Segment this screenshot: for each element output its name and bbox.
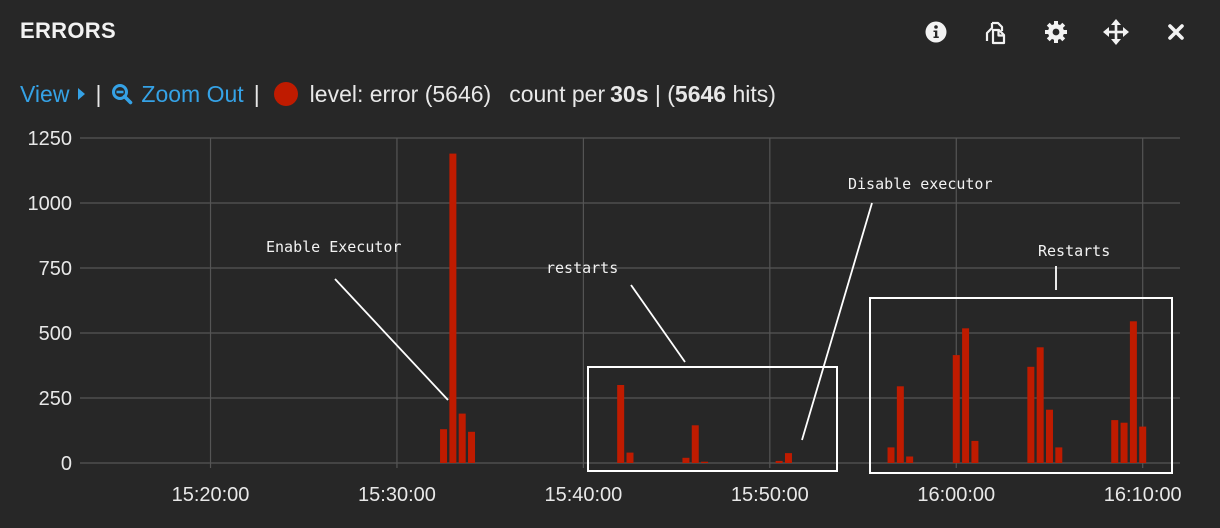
bar[interactable] bbox=[784, 453, 792, 463]
bar[interactable] bbox=[906, 456, 914, 464]
bar[interactable] bbox=[440, 429, 448, 463]
bar[interactable] bbox=[775, 460, 783, 463]
legend-label[interactable]: level: error (5646) bbox=[309, 80, 492, 107]
bar[interactable] bbox=[1055, 447, 1063, 463]
annotation-box bbox=[869, 297, 1173, 474]
x-tick-label: 15:30:00 bbox=[358, 484, 436, 506]
bar[interactable] bbox=[691, 425, 699, 463]
toolbar-separator: | bbox=[95, 80, 102, 107]
annotation-line bbox=[630, 284, 686, 363]
zoom-out-icon bbox=[112, 84, 133, 105]
bar[interactable] bbox=[617, 385, 625, 463]
annotation-label: Disable executor bbox=[848, 175, 993, 193]
x-axis-ticks: 15:20:00 15:30:00 15:40:00 15:50:00 16:00:00… bbox=[172, 484, 1182, 506]
x-tick-label: 15:40:00 bbox=[544, 484, 622, 506]
annotation-label: Enable Executor bbox=[266, 238, 401, 256]
move-icon[interactable] bbox=[1086, 16, 1146, 48]
bar[interactable] bbox=[896, 386, 904, 463]
panel-icon-bar bbox=[906, 16, 1206, 48]
caret-right-icon bbox=[78, 88, 86, 100]
bar[interactable] bbox=[1036, 347, 1044, 463]
bars[interactable] bbox=[440, 153, 1147, 464]
bar[interactable] bbox=[952, 355, 960, 463]
grid-lines bbox=[80, 137, 1180, 468]
annotation-box bbox=[587, 366, 838, 472]
bar[interactable] bbox=[887, 447, 895, 463]
panel-title: ERRORS bbox=[20, 18, 116, 43]
hits-open: | ( bbox=[648, 80, 675, 107]
y-axis-ticks: 0 250 500 750 1000 1250 bbox=[28, 128, 73, 475]
x-tick-label: 16:00:00 bbox=[917, 484, 995, 506]
bar[interactable] bbox=[1129, 321, 1137, 463]
x-tick-label: 15:20:00 bbox=[172, 484, 250, 506]
view-label: View bbox=[20, 80, 70, 107]
x-tick-label: 15:50:00 bbox=[731, 484, 809, 506]
bar[interactable] bbox=[468, 431, 476, 463]
zoom-out-label: Zoom Out bbox=[141, 80, 244, 107]
y-tick-label: 750 bbox=[39, 258, 72, 280]
bar[interactable] bbox=[962, 328, 970, 463]
bar[interactable] bbox=[1139, 426, 1147, 463]
bar[interactable] bbox=[1120, 422, 1128, 463]
annotation-label: restarts bbox=[546, 259, 618, 277]
legend-swatch[interactable] bbox=[273, 82, 298, 106]
bar[interactable] bbox=[1045, 409, 1053, 463]
y-tick-label: 0 bbox=[61, 453, 72, 475]
annotation-label: Restarts bbox=[1038, 242, 1110, 260]
annotation-line bbox=[801, 202, 873, 441]
annotations: Enable Executor restarts Disable executor R… bbox=[266, 175, 1173, 474]
count-per-label: count per bbox=[509, 80, 606, 107]
toolbar-separator: | bbox=[253, 80, 260, 107]
bar[interactable] bbox=[682, 457, 690, 463]
hits-close: hits) bbox=[726, 80, 776, 107]
bar[interactable] bbox=[626, 452, 634, 463]
bar[interactable] bbox=[1111, 420, 1119, 463]
y-tick-label: 1000 bbox=[28, 193, 73, 215]
x-tick-label: 16:10:00 bbox=[1104, 484, 1182, 506]
zoom-out-button[interactable]: Zoom Out bbox=[111, 80, 244, 108]
bar[interactable] bbox=[449, 153, 457, 463]
hits-count: 5646 bbox=[674, 80, 727, 107]
interval-value: 30s bbox=[610, 80, 649, 107]
y-tick-label: 500 bbox=[39, 323, 72, 345]
y-tick-label: 1250 bbox=[28, 128, 73, 150]
close-icon[interactable] bbox=[1146, 16, 1206, 48]
bar[interactable] bbox=[971, 440, 979, 463]
gear-icon[interactable] bbox=[1026, 16, 1086, 48]
annotation-line bbox=[334, 278, 449, 401]
chart-toolbar: View | Zoom Out | level: error (5646) co… bbox=[20, 78, 776, 110]
copy-icon[interactable] bbox=[966, 16, 1026, 48]
bar[interactable] bbox=[701, 461, 709, 463]
info-icon[interactable] bbox=[906, 16, 966, 48]
view-menu-button[interactable]: View bbox=[20, 80, 86, 108]
y-tick-label: 250 bbox=[39, 388, 72, 410]
bar[interactable] bbox=[1027, 366, 1035, 463]
bar[interactable] bbox=[458, 413, 466, 463]
